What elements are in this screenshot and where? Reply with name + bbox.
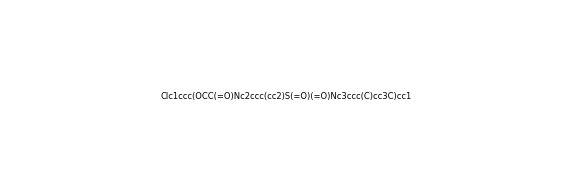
Text: Clc1ccc(OCC(=O)Nc2ccc(cc2)S(=O)(=O)Nc3ccc(C)cc3C)cc1: Clc1ccc(OCC(=O)Nc2ccc(cc2)S(=O)(=O)Nc3cc… <box>160 92 412 100</box>
